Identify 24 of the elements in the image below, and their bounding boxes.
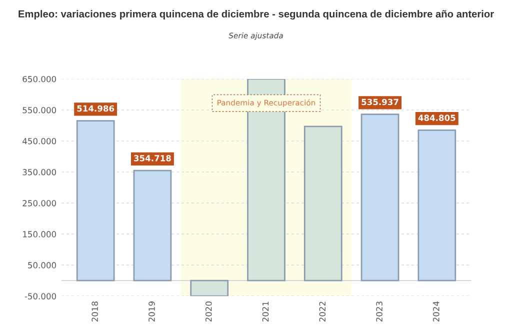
bar: [360, 114, 400, 282]
bar: [418, 130, 456, 282]
y-tick-label: 450.000: [22, 138, 56, 144]
bar: [133, 170, 172, 282]
y-tick-label: 50.000: [28, 262, 56, 268]
data-label: 354.718: [134, 155, 171, 162]
y-tick-label: 350.000: [22, 169, 56, 176]
y-tick-label: 650.000: [22, 76, 56, 82]
x-tick-label: 2024: [433, 301, 440, 322]
chart-title: Empleo: variaciones primera quincena de diciembre - segunda quincena de diciembre año anterior: [18, 10, 494, 20]
x-tick-label: 2018: [92, 302, 98, 322]
data-label: 484.805: [418, 114, 456, 121]
bar: [76, 120, 115, 282]
y-tick-label: 250.000: [22, 200, 56, 206]
y-tick-label: 150.000: [23, 231, 56, 238]
x-tick-label: 2022: [319, 302, 326, 322]
x-tick-label: 2023: [376, 302, 382, 322]
y-tick-label: -50.000: [24, 293, 56, 300]
data-label: 535.937: [362, 98, 398, 106]
x-tick-label: 2020: [205, 302, 212, 322]
x-tick-label: 2019: [148, 302, 155, 322]
data-label: 514.986: [77, 105, 114, 112]
x-tick-label: 2021: [262, 302, 269, 322]
y-tick-label: 550.000: [22, 106, 56, 114]
